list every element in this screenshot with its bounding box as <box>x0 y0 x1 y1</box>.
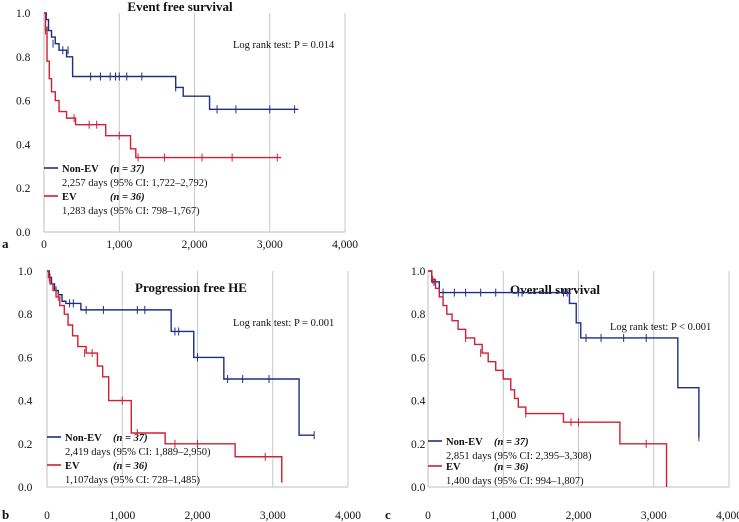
x-tick-label: 4,000 <box>716 510 739 522</box>
y-tick-label: 0.6 <box>18 352 33 364</box>
panel-b: 0.0 0.2 0.4 0.6 0.8 1.0 0 1,000 2,000 3,000 4,000 P… <box>2 266 361 522</box>
series-ev: EV (n = 36) 1,400 days (95% CI: 994–1,807) <box>428 270 668 487</box>
y-tick-label: 0.0 <box>18 482 33 494</box>
legend-days: 1,400 days (95% CI: 994–1,807) <box>446 476 584 487</box>
y-tick-label: 1.0 <box>18 266 33 278</box>
legend-days: 2,851 days (95% CI: 2,395–3,308) <box>446 451 592 462</box>
legend-name: Non-EV <box>62 164 99 175</box>
panel-a: 0.0 0.2 0.4 0.6 0.8 1.0 0 1,000 2,000 3,000 4,000 E… <box>2 0 358 251</box>
x-tick-label: 0 <box>425 510 431 522</box>
y-tick-label: 0.2 <box>18 439 33 451</box>
survival-curve <box>44 12 282 159</box>
survival-curve <box>44 12 299 111</box>
y-tick-label: 0.8 <box>18 309 33 321</box>
legend-days: 2,257 days (95% CI: 1,722–2,792) <box>62 178 208 189</box>
series-non-ev: Non-EV (n = 37) 2,419 days (95% CI: 1,889–… <box>47 270 315 458</box>
legend-n: (n = 36) <box>494 462 529 473</box>
x-tick-label: 1,000 <box>106 239 132 251</box>
panel-letter: b <box>2 507 9 522</box>
x-tick-label: 2,000 <box>185 510 211 522</box>
panel-letter: c <box>385 507 391 522</box>
y-tick-label: 0.6 <box>16 96 31 108</box>
x-tick-label: 1,000 <box>109 510 135 522</box>
panel-letter: a <box>2 236 9 251</box>
legend-n: (n = 37) <box>113 433 148 444</box>
legend-days: 1,107days (95% CI: 728–1,485) <box>65 475 201 486</box>
legend-name: EV <box>65 461 80 472</box>
x-tick-label: 0 <box>44 510 50 522</box>
y-tick-label: 0.4 <box>411 396 426 408</box>
y-tick-label: 0.8 <box>411 309 426 321</box>
legend-name: EV <box>446 462 461 473</box>
x-tick-label: 2,000 <box>566 510 592 522</box>
chart-title: Overall survival <box>510 282 600 297</box>
survival-curve <box>428 270 668 487</box>
y-tick-label: 0.8 <box>16 52 31 64</box>
legend-n: (n = 36) <box>113 461 148 472</box>
legend-n: (n = 36) <box>110 192 145 203</box>
x-tick-label: 3,000 <box>641 510 667 522</box>
legend-n: (n = 37) <box>494 437 529 448</box>
series-non-ev: Non-EV (n = 37) 2,851 days (95% CI: 2,395–… <box>428 270 700 462</box>
series-ev: EV (n = 36) 1,283 days (95% CI: 798–1,767) <box>44 12 282 217</box>
y-tick-label: 1.0 <box>16 8 31 20</box>
x-tick-label: 1,000 <box>490 510 516 522</box>
chart-title: Progression free HE <box>135 280 247 295</box>
y-tick-label: 0.0 <box>16 227 31 239</box>
chart-title: Event free survival <box>127 0 233 14</box>
series-ev: EV (n = 36) 1,107days (95% CI: 728–1,485) <box>47 270 283 486</box>
y-tick-label: 0.0 <box>411 482 426 494</box>
survival-curve <box>47 270 315 436</box>
legend-days: 2,419 days (95% CI: 1,889–2,950) <box>65 447 211 458</box>
x-tick-label: 4,000 <box>335 510 361 522</box>
panel-c: 0.0 0.2 0.4 0.6 0.8 1.0 0 1,000 2,000 3,000 4,000 O… <box>385 266 739 522</box>
legend-name: Non-EV <box>65 433 102 444</box>
logrank-annotation: Log rank test: P = 0.014 <box>233 40 335 51</box>
x-tick-label: 2,000 <box>182 239 208 251</box>
y-tick-label: 0.2 <box>16 183 31 195</box>
legend-n: (n = 37) <box>110 164 145 175</box>
survival-curve <box>47 270 283 483</box>
x-tick-label: 0 <box>41 239 47 251</box>
logrank-annotation: Log rank test: P = 0.001 <box>233 318 334 329</box>
y-tick-label: 1.0 <box>411 266 426 278</box>
legend-name: EV <box>62 192 77 203</box>
series-non-ev: Non-EV (n = 37) 2,257 days (95% CI: 1,722–… <box>44 12 299 189</box>
legend-name: Non-EV <box>446 437 483 448</box>
y-tick-label: 0.6 <box>411 352 426 364</box>
y-tick-label: 0.4 <box>16 139 31 151</box>
x-tick-label: 3,000 <box>257 239 283 251</box>
x-tick-label: 3,000 <box>260 510 286 522</box>
x-tick-label: 4,000 <box>332 239 358 251</box>
legend-days: 1,283 days (95% CI: 798–1,767) <box>62 206 200 217</box>
y-tick-label: 0.2 <box>411 439 426 451</box>
logrank-annotation: Log rank test: P < 0.001 <box>610 322 711 333</box>
y-tick-label: 0.4 <box>18 396 33 408</box>
